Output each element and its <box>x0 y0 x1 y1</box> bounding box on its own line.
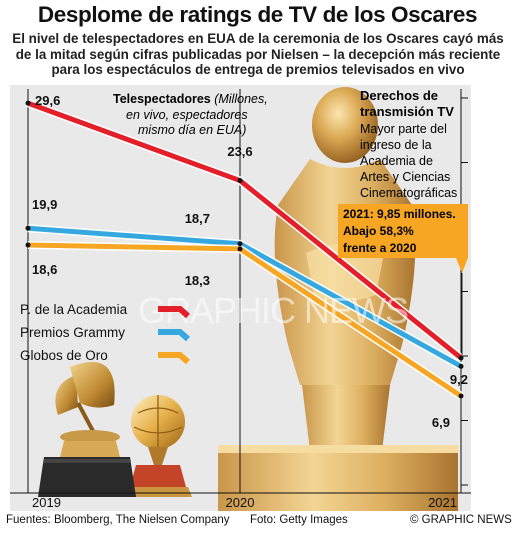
legend-swatch <box>158 306 190 319</box>
chart-area: 051015202530 29,623,619,918,79,218,618,3… <box>10 85 471 511</box>
annotation-tv-rights-heading-2: transmisión TV <box>360 104 454 119</box>
annotation-tv-rights: Derechos de transmisión TV Mayor parte d… <box>360 88 457 200</box>
annotation-tv-rights-line: Artes y Ciencias <box>360 170 450 184</box>
data-point <box>237 178 243 184</box>
x-axis: 2019 2020 2021 <box>10 492 471 510</box>
data-point <box>237 246 243 252</box>
annotation-tv-rights-line: Cinematográficas <box>360 186 457 200</box>
legend-swatch <box>158 329 190 342</box>
annotation-tv-rights-line: Academia de <box>360 154 433 168</box>
grammy-gramophone-icon <box>38 361 136 497</box>
legend-entry: P. de la Academia <box>20 302 128 317</box>
data-label: 23,6 <box>227 144 252 159</box>
legend-entry: Globos de Oro <box>20 348 108 363</box>
footer-sources: Fuentes: Bloomberg, The Nielsen Company <box>6 514 230 526</box>
callout-line: 2021: 9,85 millones. <box>343 207 456 221</box>
page-subtitle: El nivel de telespectadores en EUA de la… <box>12 31 504 77</box>
data-point <box>458 393 464 399</box>
data-label: 6,9 <box>432 415 450 430</box>
x-tick-label: 2021 <box>428 495 457 510</box>
data-label: 18,3 <box>185 273 210 288</box>
data-label: 18,7 <box>185 211 210 226</box>
line-chart: 051015202530 29,623,619,918,79,218,618,3… <box>10 87 471 511</box>
annotation-viewers-italic-2: en vivo, espectadores <box>126 108 248 122</box>
data-point <box>458 363 464 369</box>
annotation-viewers-italic-3: mismo día en EUA) <box>138 123 246 137</box>
callout-2021: 2021: 9,85 millones. Abajo 58,3% frente … <box>338 204 468 355</box>
annotation-tv-rights-heading-1: Derechos de <box>360 88 438 103</box>
data-point <box>25 100 31 106</box>
annotation-viewers: Telespectadores (Millones, en vivo, espe… <box>113 92 268 137</box>
data-label: 9,2 <box>450 372 468 387</box>
data-point <box>458 355 464 361</box>
legend-entry: Premios Grammy <box>20 325 125 340</box>
svg-text:Telespectadores (Millones,: Telespectadores (Millones, <box>113 92 268 106</box>
legend-swatch <box>158 352 190 365</box>
legend: P. de la Academia Premios Grammy Globos de… <box>20 302 190 365</box>
data-label: 29,6 <box>35 93 60 108</box>
golden-globe-icon <box>124 395 192 497</box>
data-label: 18,6 <box>32 262 57 277</box>
footer-photo: Foto: Getty Images <box>250 514 348 526</box>
callout-line: Abajo 58,3% <box>343 224 414 238</box>
x-tick-label: 2020 <box>226 495 255 510</box>
page-title: Desplome de ratings de TV de los Oscares <box>37 2 478 27</box>
data-point <box>25 242 31 248</box>
annotation-viewers-bold: Telespectadores <box>113 92 211 106</box>
annotation-tv-rights-line: ingreso de la <box>360 138 432 152</box>
footer-credit: © GRAPHIC NEWS <box>410 514 512 526</box>
data-point <box>237 241 243 247</box>
annotation-tv-rights-line: Mayor parte del <box>360 122 447 136</box>
x-tick-label: 2019 <box>32 495 61 510</box>
callout-line: frente a 2020 <box>343 241 417 255</box>
data-label: 19,9 <box>32 197 57 212</box>
data-point <box>25 225 31 231</box>
annotation-viewers-italic-1: (Millones, <box>211 92 268 106</box>
